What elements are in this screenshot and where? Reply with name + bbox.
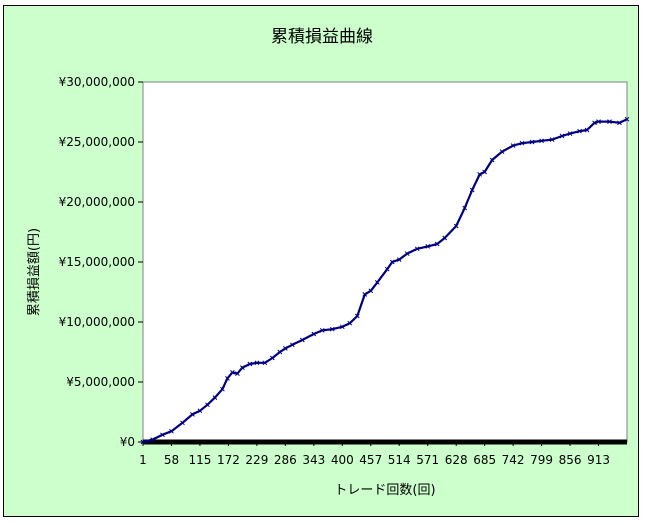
x-tick-label: 685 [473,453,496,467]
x-tick-label: 286 [274,453,297,467]
data-point [180,420,185,426]
data-point [190,412,195,417]
data-point [477,172,483,177]
data-point [220,386,225,392]
y-tick-label: ¥10,000,000 [59,315,135,329]
y-axis-label: 累積損益額(円) [27,228,42,316]
y-tick-label: ¥5,000,000 [66,375,135,389]
x-tick-label: 799 [530,453,553,467]
y-tick-label: ¥25,000,000 [59,135,135,149]
data-point [499,149,505,154]
data-point [596,119,601,124]
chart-title: 累積損益曲線 [271,27,373,47]
data-point [549,137,555,142]
data-point [539,138,544,144]
data-point [519,140,525,146]
data-point [169,428,174,434]
data-point [230,370,235,375]
data-point [289,342,295,348]
x-tick-label: 628 [445,453,468,467]
x-axis-label: トレード回数(回) [334,483,435,498]
data-point [329,326,335,332]
data-point [270,355,275,361]
data-point [225,376,230,381]
x-tick-label: 115 [188,453,211,467]
data-point [150,437,155,442]
data-point [384,266,390,272]
data-point [282,346,288,351]
data-point [607,119,612,124]
x-tick-label: 913 [587,453,610,467]
data-point [453,223,459,229]
x-tick-label: 343 [302,453,325,467]
data-point [489,157,495,163]
data-point [262,360,268,366]
y-tick-label: ¥15,000,000 [59,255,135,269]
data-point [205,402,210,408]
x-tick-label: 172 [217,453,240,467]
data-point [197,408,203,414]
data-point [254,360,260,366]
y-tick-label: ¥0 [120,435,135,449]
data-point [311,331,317,337]
chart-frame: 累積損益曲線 ¥0 ¥5,000,000 ¥10,000,000 ¥15,000,000… [3,5,639,517]
data-point [240,365,245,370]
data-point [624,116,630,122]
chart-svg: 累積損益曲線 ¥0 ¥5,000,000 ¥10,000,000 ¥15,000,000… [27,27,630,498]
x-tick-label: 229 [245,453,268,467]
data-point [389,259,395,265]
x-tick-label: 856 [559,453,582,467]
data-point [577,128,582,134]
data-point [235,371,240,376]
data-point [482,169,488,175]
data-point [247,361,253,367]
data-point [354,313,360,319]
data-point [567,131,573,136]
data-point [434,241,440,247]
data-point [319,328,325,333]
data-point [404,251,410,256]
series-line [142,118,628,444]
x-tick-label: 514 [388,453,411,467]
data-point [374,280,380,285]
data-point [425,244,431,249]
data-point [442,235,448,241]
data-point [462,205,468,211]
data-point [212,395,218,400]
data-point [277,349,283,355]
data-point [584,127,590,133]
data-point [592,120,597,126]
x-tick-label: 742 [502,453,525,467]
data-point [339,324,345,330]
y-tick-label: ¥20,000,000 [59,195,135,209]
data-point [368,288,374,294]
data-point [529,139,535,145]
y-tick-label: ¥30,000,000 [59,75,135,89]
data-point [617,120,622,126]
data-point [396,257,402,262]
data-point [362,292,368,297]
data-point [160,432,165,438]
x-tick-label: 571 [416,453,439,467]
x-tick-label: 400 [331,453,354,467]
data-point [299,337,305,343]
data-point [559,133,565,139]
data-point [140,439,146,445]
data-point [347,320,353,326]
x-tick-label: 457 [359,453,382,467]
data-point [469,187,475,193]
x-tick-label: 58 [164,453,179,467]
data-point [414,246,420,252]
data-point [510,143,516,148]
plot-area [142,81,628,443]
x-tick-label: 1 [139,453,147,467]
